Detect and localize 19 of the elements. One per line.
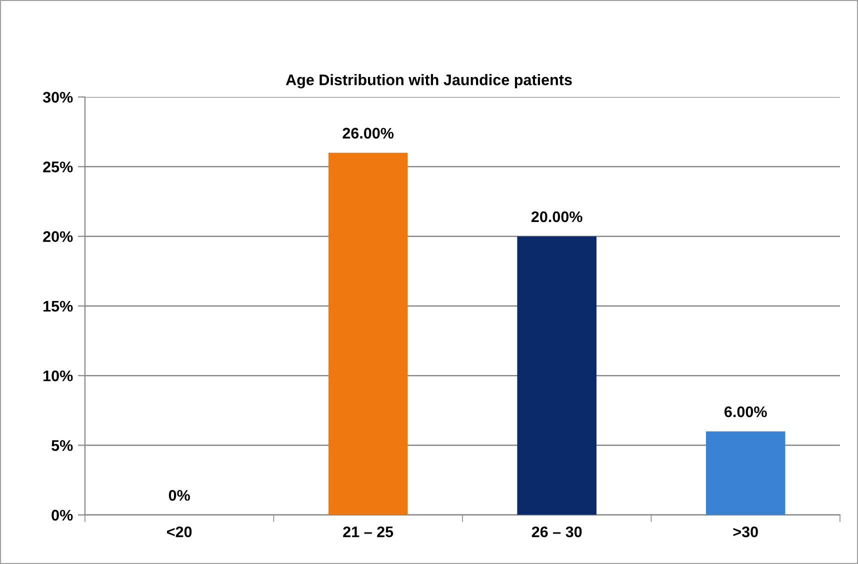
y-tick-label: 0% xyxy=(52,510,73,521)
data-label: 20.00% xyxy=(531,211,582,222)
x-tick-label: <20 xyxy=(167,526,192,538)
data-label: 0% xyxy=(168,490,190,501)
y-tick-label: 30% xyxy=(42,92,73,103)
bar xyxy=(706,431,786,515)
y-tick-label: 25% xyxy=(43,162,73,172)
data-label: 6.00% xyxy=(724,406,767,418)
x-tick-label: 26 – 30 xyxy=(532,526,582,538)
y-tick-label: 10% xyxy=(44,370,73,382)
y-tick-label: 5% xyxy=(52,440,73,451)
data-label: 26.00% xyxy=(342,128,394,139)
y-tick-label: 15% xyxy=(44,300,73,312)
chart-title: Age Distribution with Jaundice patients xyxy=(286,74,572,88)
bar xyxy=(517,236,596,515)
x-tick-label: 21 – 25 xyxy=(343,526,394,538)
y-tick-label: 20% xyxy=(43,231,73,242)
bar xyxy=(328,152,408,515)
x-tick-label: >30 xyxy=(733,526,758,538)
